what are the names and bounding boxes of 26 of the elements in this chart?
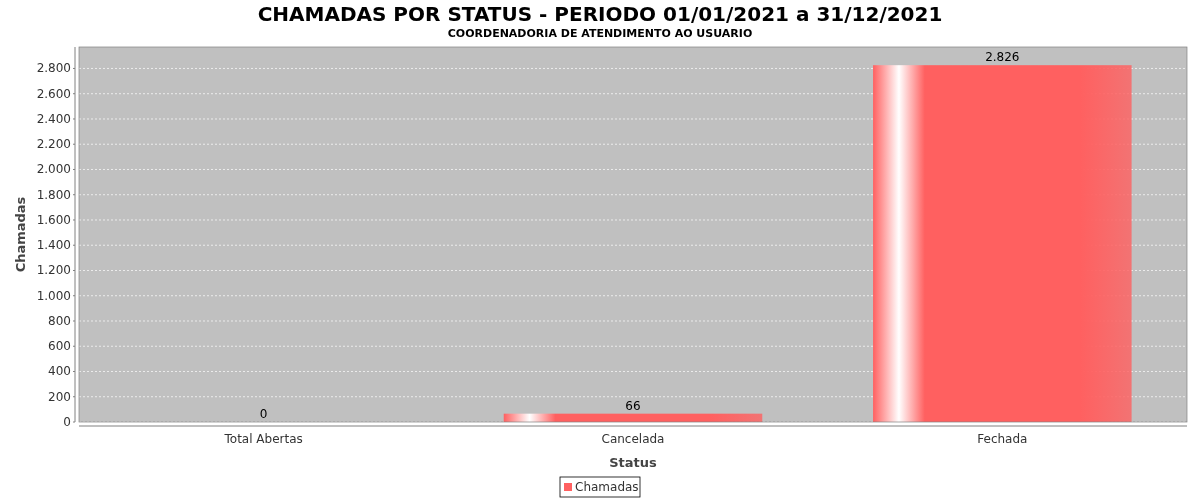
x-tick-label: Total Abertas xyxy=(223,432,303,446)
legend-label: Chamadas xyxy=(575,480,639,494)
chart-title: CHAMADAS POR STATUS - PERIODO 01/01/2021 a 31/12/2021 xyxy=(257,2,943,26)
y-tick-label: 200 xyxy=(48,389,71,404)
y-tick-label: 2.000 xyxy=(36,162,71,177)
y-tick-label: 400 xyxy=(48,364,71,379)
x-axis-title: Status xyxy=(609,455,658,470)
y-tick-label: 800 xyxy=(48,313,71,328)
y-tick-label: 1.800 xyxy=(36,187,71,202)
data-label: 2.826 xyxy=(985,50,1020,65)
x-tick-label: Cancelada xyxy=(601,432,665,446)
chart-subtitle: COORDENADORIA DE ATENDIMENTO AO USUARIO xyxy=(447,27,753,40)
y-tick-label: 1.400 xyxy=(36,238,71,253)
data-label: 66 xyxy=(625,398,641,413)
y-tick-label: 2.200 xyxy=(36,137,71,152)
y-tick-label: 2.600 xyxy=(36,86,71,101)
y-tick-label: 2.400 xyxy=(36,111,71,126)
y-axis-title: Chamadas xyxy=(13,196,28,273)
x-tick-label: Fechada xyxy=(977,432,1028,446)
y-tick-label: 2.800 xyxy=(36,61,71,76)
y-tick-label: 1.000 xyxy=(36,288,71,303)
y-tick-label: 600 xyxy=(48,339,71,354)
y-tick-label: 1.600 xyxy=(36,212,71,227)
y-tick-label: 0 xyxy=(63,415,71,429)
y-tick-label: 1.200 xyxy=(36,263,71,278)
data-label: 0 xyxy=(259,407,268,421)
